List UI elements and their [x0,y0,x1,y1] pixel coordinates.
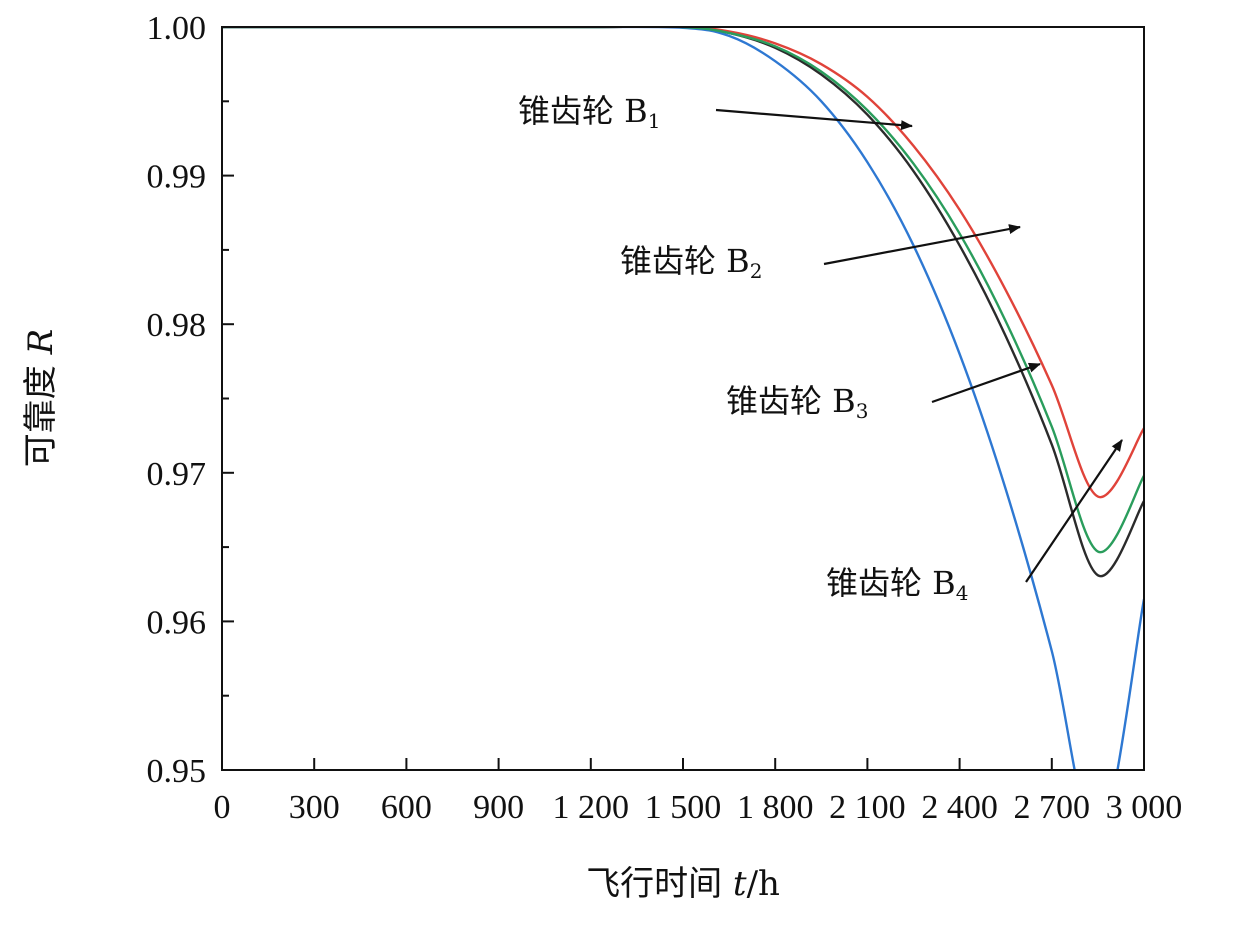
y-axis-title: 可靠度 R [21,329,61,467]
annotation-b3-arrow [931,362,1041,404]
annotation-b1-arrow [715,108,913,131]
y-tick-label: 0.95 [147,753,207,790]
x-axis-title: 飞行时间 t/h [586,864,780,904]
x-tick-label: 2 400 [921,789,998,826]
series-line-b2 [222,27,1144,498]
x-tick-label: 2 100 [829,789,906,826]
x-tick-label: 3 000 [1106,789,1183,826]
y-tick-label: 0.98 [147,307,207,344]
x-tick-label: 300 [289,789,340,826]
y-tick-label: 0.97 [147,456,207,493]
annotation-b4-label: 锥齿轮 B4 [826,564,968,605]
series-line-b4 [222,27,1144,554]
annotation-b2-arrow [823,224,1021,266]
annotation-b2: 锥齿轮 B2 [620,224,1021,283]
plot-frame [221,26,1145,771]
annotation-b1: 锥齿轮 B1 [518,92,913,133]
y-tick-label: 1.00 [147,10,207,47]
annotation-b4-arrow [1025,439,1123,583]
x-tick-label: 900 [473,789,524,826]
tick-label-layer: 0 300 600 900 1 200 1 500 1 800 2 100 2 400 2 700… [147,10,1183,826]
series-line-b3 [222,27,1144,770]
series-line-b1 [222,27,1144,578]
x-tick-label: 2 700 [1014,789,1091,826]
y-tick-label: 0.96 [147,604,207,641]
annotation-b3: 锥齿轮 B3 [726,362,1041,423]
annotation-b2-label: 锥齿轮 B2 [620,242,762,283]
x-tick-label: 0 [214,789,231,826]
ticks-layer [221,26,1145,771]
annotation-b1-label: 锥齿轮 B1 [518,92,660,133]
annotation-b4: 锥齿轮 B4 [826,439,1123,605]
x-tick-label: 1 800 [737,789,814,826]
annotation-b3-label: 锥齿轮 B3 [726,382,868,423]
x-tick-label: 600 [381,789,432,826]
series-layer [222,27,1144,770]
x-tick-label: 1 200 [553,789,630,826]
x-tick-label: 1 500 [645,789,722,826]
y-tick-label: 0.99 [147,159,207,196]
